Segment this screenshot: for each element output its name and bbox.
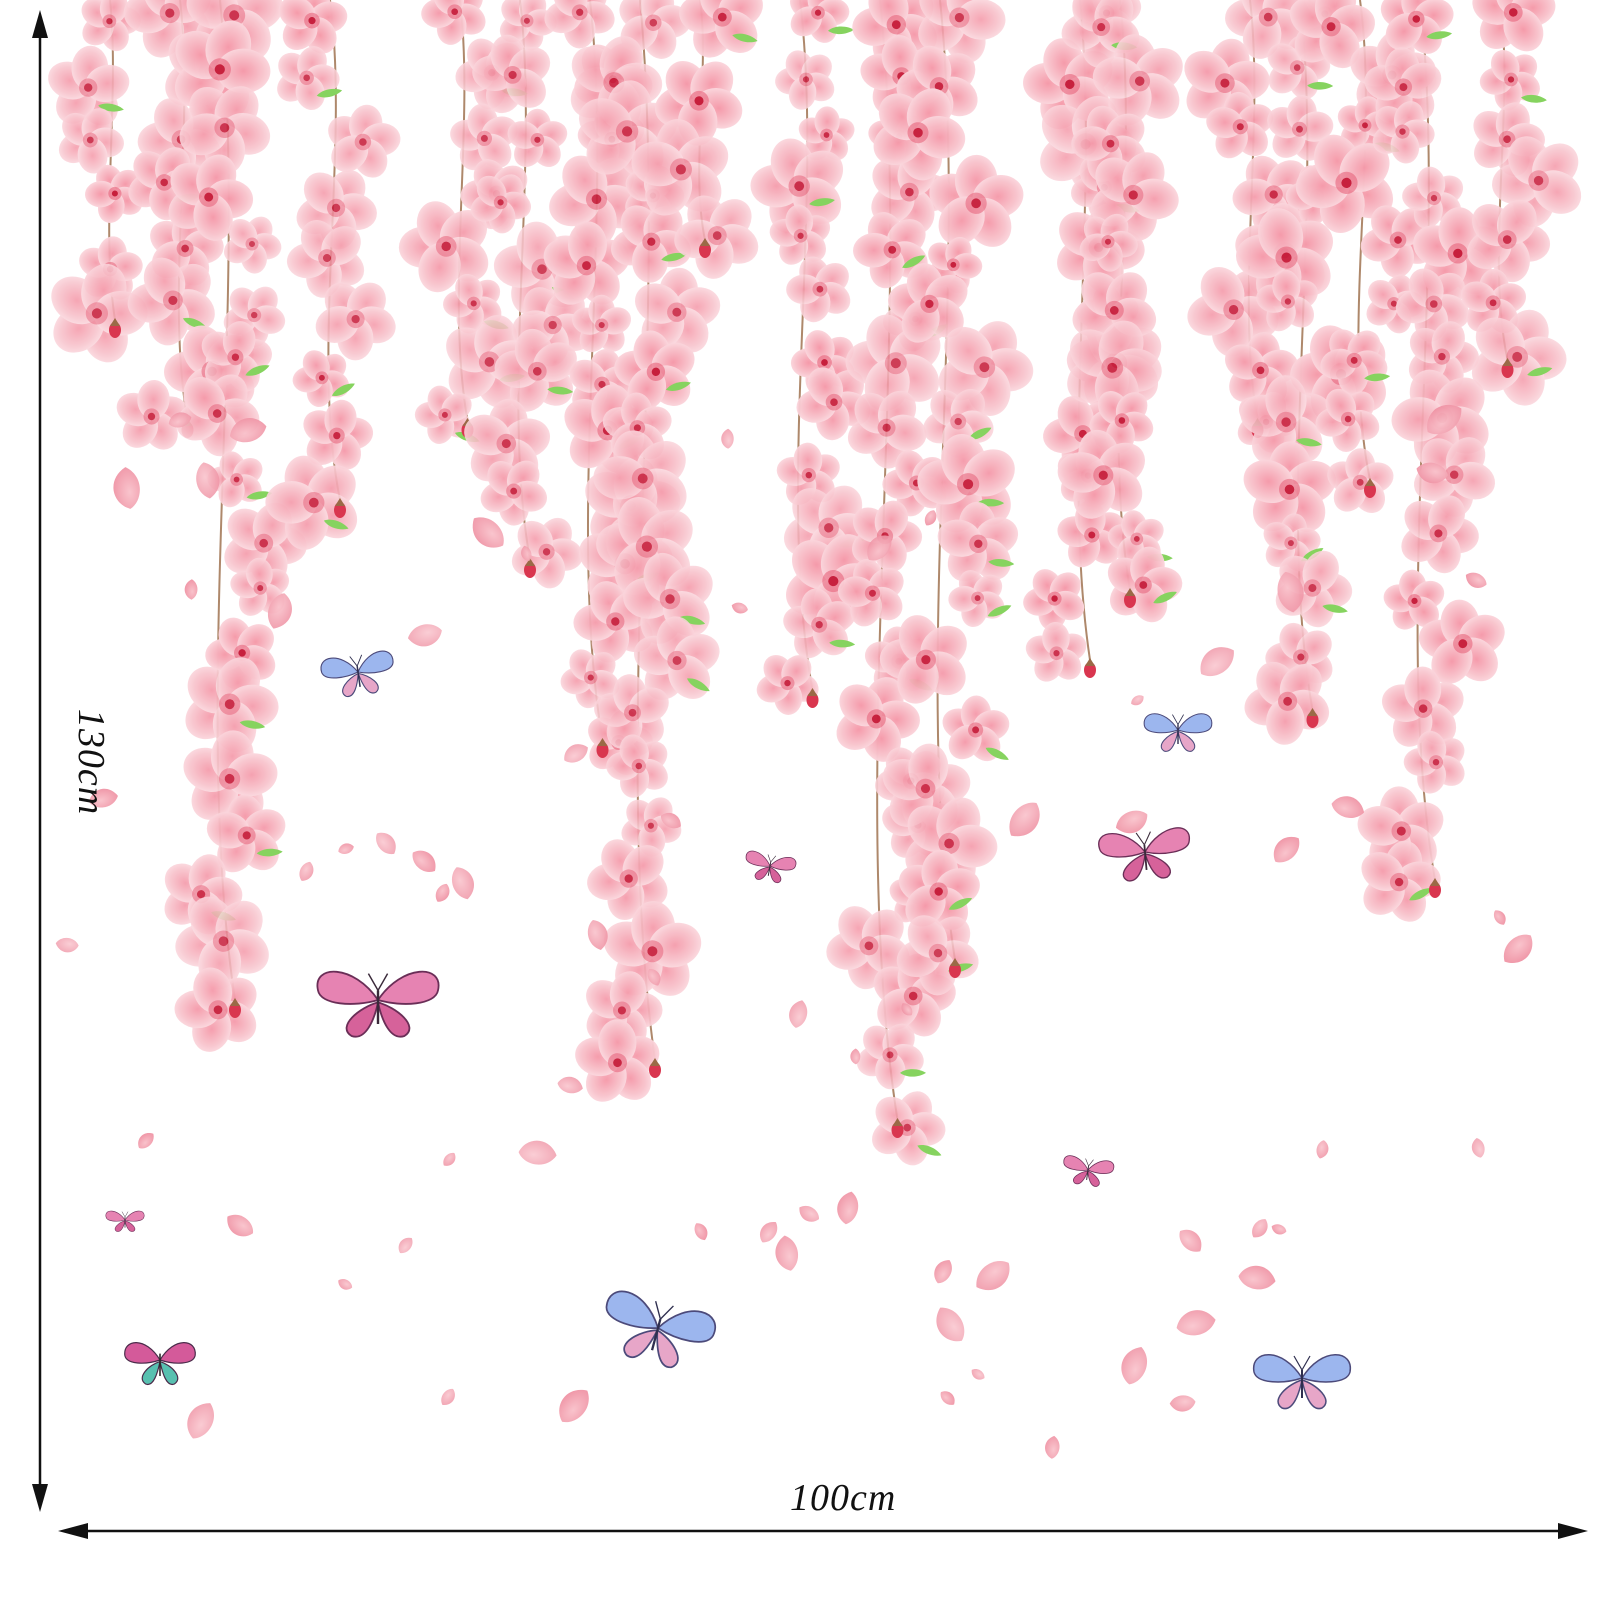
falling-petal xyxy=(1001,795,1048,845)
width-label: 100cm xyxy=(790,1477,897,1519)
falling-petal xyxy=(969,1253,1018,1299)
falling-petal xyxy=(786,998,810,1030)
falling-petal xyxy=(1129,692,1147,708)
falling-petal xyxy=(134,1128,158,1153)
falling-petal xyxy=(691,1220,711,1243)
falling-petal xyxy=(221,1209,258,1243)
falling-petal xyxy=(1043,1435,1061,1460)
blossom-clusters xyxy=(26,0,1599,1182)
falling-petal xyxy=(559,739,592,768)
falling-petal xyxy=(937,1387,959,1409)
falling-petal xyxy=(1193,639,1241,684)
falling-petal xyxy=(928,1301,972,1349)
falling-petal xyxy=(968,1366,987,1383)
falling-petal xyxy=(371,827,402,859)
falling-petal xyxy=(193,460,223,501)
cherry-blossom xyxy=(503,108,571,173)
falling-petal xyxy=(407,844,442,878)
butterfly-icon xyxy=(105,1210,145,1232)
falling-petal xyxy=(394,1234,416,1257)
falling-petal xyxy=(184,579,198,600)
width-dimension-line xyxy=(58,1523,1588,1539)
falling-petal xyxy=(929,1256,957,1287)
falling-petal xyxy=(1269,1222,1288,1237)
height-label: 130cm xyxy=(70,708,113,816)
falling-petal xyxy=(1173,1306,1218,1340)
falling-petal xyxy=(447,863,479,903)
falling-petal xyxy=(556,1074,585,1096)
falling-petal xyxy=(730,600,750,616)
butterfly-icon xyxy=(1096,825,1194,885)
falling-petal xyxy=(54,936,80,954)
falling-petal xyxy=(405,620,445,650)
butterfly-icon xyxy=(318,648,398,701)
falling-petal xyxy=(432,881,453,905)
butterfly-icon xyxy=(123,1341,197,1386)
falling-petal xyxy=(335,1276,355,1293)
cherry-blossom xyxy=(771,42,843,116)
butterfly-icon xyxy=(1252,1353,1352,1410)
falling-petal xyxy=(1174,1224,1208,1257)
falling-petal xyxy=(437,1385,459,1409)
falling-petal xyxy=(551,1381,597,1429)
butterfly-icon xyxy=(316,970,440,1038)
butterfly-icon xyxy=(1060,1154,1116,1190)
falling-petal xyxy=(721,428,734,449)
falling-petal xyxy=(336,841,356,857)
falling-petal xyxy=(834,1189,861,1226)
height-dimension-line xyxy=(32,10,48,1512)
falling-petal xyxy=(1497,928,1540,971)
falling-petal xyxy=(296,859,317,884)
falling-petal xyxy=(180,1397,221,1444)
falling-petal xyxy=(1248,1215,1272,1242)
cherry-blossom xyxy=(852,1075,961,1182)
falling-petal xyxy=(755,1217,782,1247)
butterfly-icon xyxy=(594,1286,720,1378)
falling-petal xyxy=(1462,569,1490,592)
falling-petal xyxy=(1469,1136,1487,1160)
falling-petal xyxy=(772,1233,801,1273)
butterflies xyxy=(105,648,1352,1410)
falling-petal xyxy=(1169,1394,1197,1413)
falling-petal xyxy=(1491,907,1509,928)
falling-petal xyxy=(1267,830,1306,869)
falling-petal xyxy=(440,1150,459,1170)
falling-petal xyxy=(1236,1263,1278,1292)
falling-petal xyxy=(1314,1139,1331,1160)
falling-petal xyxy=(110,465,143,511)
butterfly-icon xyxy=(1143,713,1213,753)
flower-bud xyxy=(1084,658,1096,678)
butterfly-icon xyxy=(741,849,798,886)
falling-petal xyxy=(1116,1342,1152,1388)
falling-petal xyxy=(795,1201,823,1226)
falling-petal xyxy=(517,1139,558,1167)
